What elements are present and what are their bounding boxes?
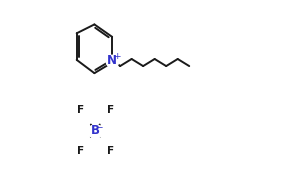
Text: F: F <box>107 105 114 115</box>
Text: −: − <box>95 122 103 131</box>
Text: F: F <box>107 146 114 156</box>
Text: B: B <box>91 124 100 137</box>
Text: +: + <box>113 52 120 61</box>
Text: N: N <box>107 54 117 67</box>
Text: F: F <box>77 146 84 156</box>
Text: F: F <box>77 105 84 115</box>
